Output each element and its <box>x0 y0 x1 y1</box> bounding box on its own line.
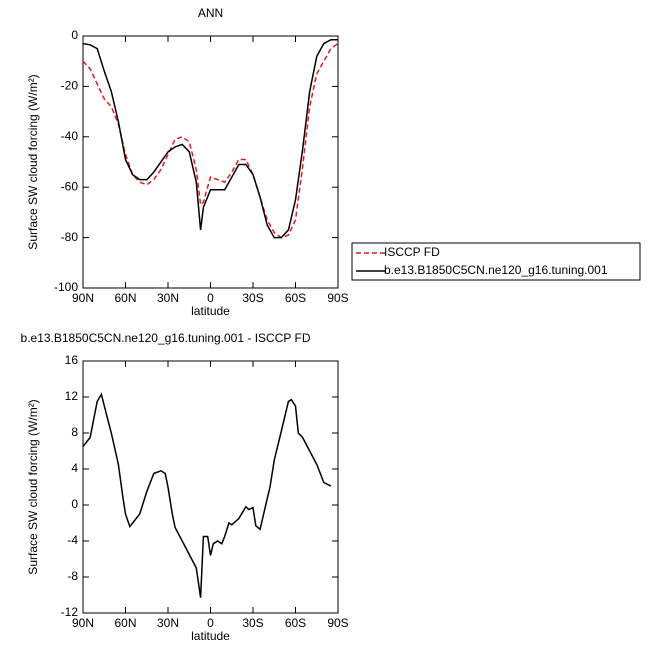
x-tick-label: 90N <box>72 291 94 305</box>
y-tick-label: -12 <box>61 605 79 619</box>
plot-frame <box>82 35 339 289</box>
series-line <box>82 39 338 239</box>
x-tick-label: 0 <box>207 616 214 630</box>
y-tick-label: 8 <box>71 425 78 439</box>
y-tick-label: 12 <box>65 389 79 403</box>
x-tick-label: 90N <box>72 616 94 630</box>
x-tick-label: 60N <box>114 291 136 305</box>
x-tick-label: 0 <box>207 291 214 305</box>
x-tick-label: 60S <box>285 291 306 305</box>
y-tick-label: -60 <box>61 179 79 193</box>
chart-title: ANN <box>198 6 223 20</box>
y-axis-label: Surface SW cloud forcing (W/m²) <box>26 74 40 249</box>
y-tick-label: 0 <box>71 497 78 511</box>
y-tick-label: 16 <box>65 353 79 367</box>
x-tick-label: 30N <box>157 291 179 305</box>
x-tick-label: 30N <box>157 616 179 630</box>
y-tick-label: -80 <box>61 230 79 244</box>
y-tick-label: -4 <box>67 533 78 547</box>
y-tick-label: -40 <box>61 129 79 143</box>
x-tick-label: 30S <box>242 616 263 630</box>
chart-title: b.e13.B1850C5CN.ne120_g16.tuning.001 - I… <box>21 331 311 345</box>
x-tick-label: 90S <box>327 291 348 305</box>
y-tick-label: 4 <box>71 461 78 475</box>
legend-box <box>351 242 641 281</box>
x-axis-label: latitude <box>191 629 230 643</box>
x-tick-label: 60N <box>114 616 136 630</box>
legend-label: ISCCP FD <box>384 245 440 259</box>
x-tick-label: 90S <box>327 616 348 630</box>
y-tick-label: -8 <box>67 569 78 583</box>
y-tick-label: 0 <box>71 28 78 42</box>
series-line <box>82 392 332 598</box>
x-tick-label: 60S <box>285 616 306 630</box>
x-tick-label: 30S <box>242 291 263 305</box>
y-axis-label: Surface SW cloud forcing (W/m²) <box>26 399 40 574</box>
y-tick-label: -100 <box>54 280 78 294</box>
legend-label: b.e13.B1850C5CN.ne120_g16.tuning.001 <box>384 263 608 277</box>
x-axis-label: latitude <box>191 304 230 318</box>
y-tick-label: -20 <box>61 79 79 93</box>
series-line <box>82 42 339 239</box>
